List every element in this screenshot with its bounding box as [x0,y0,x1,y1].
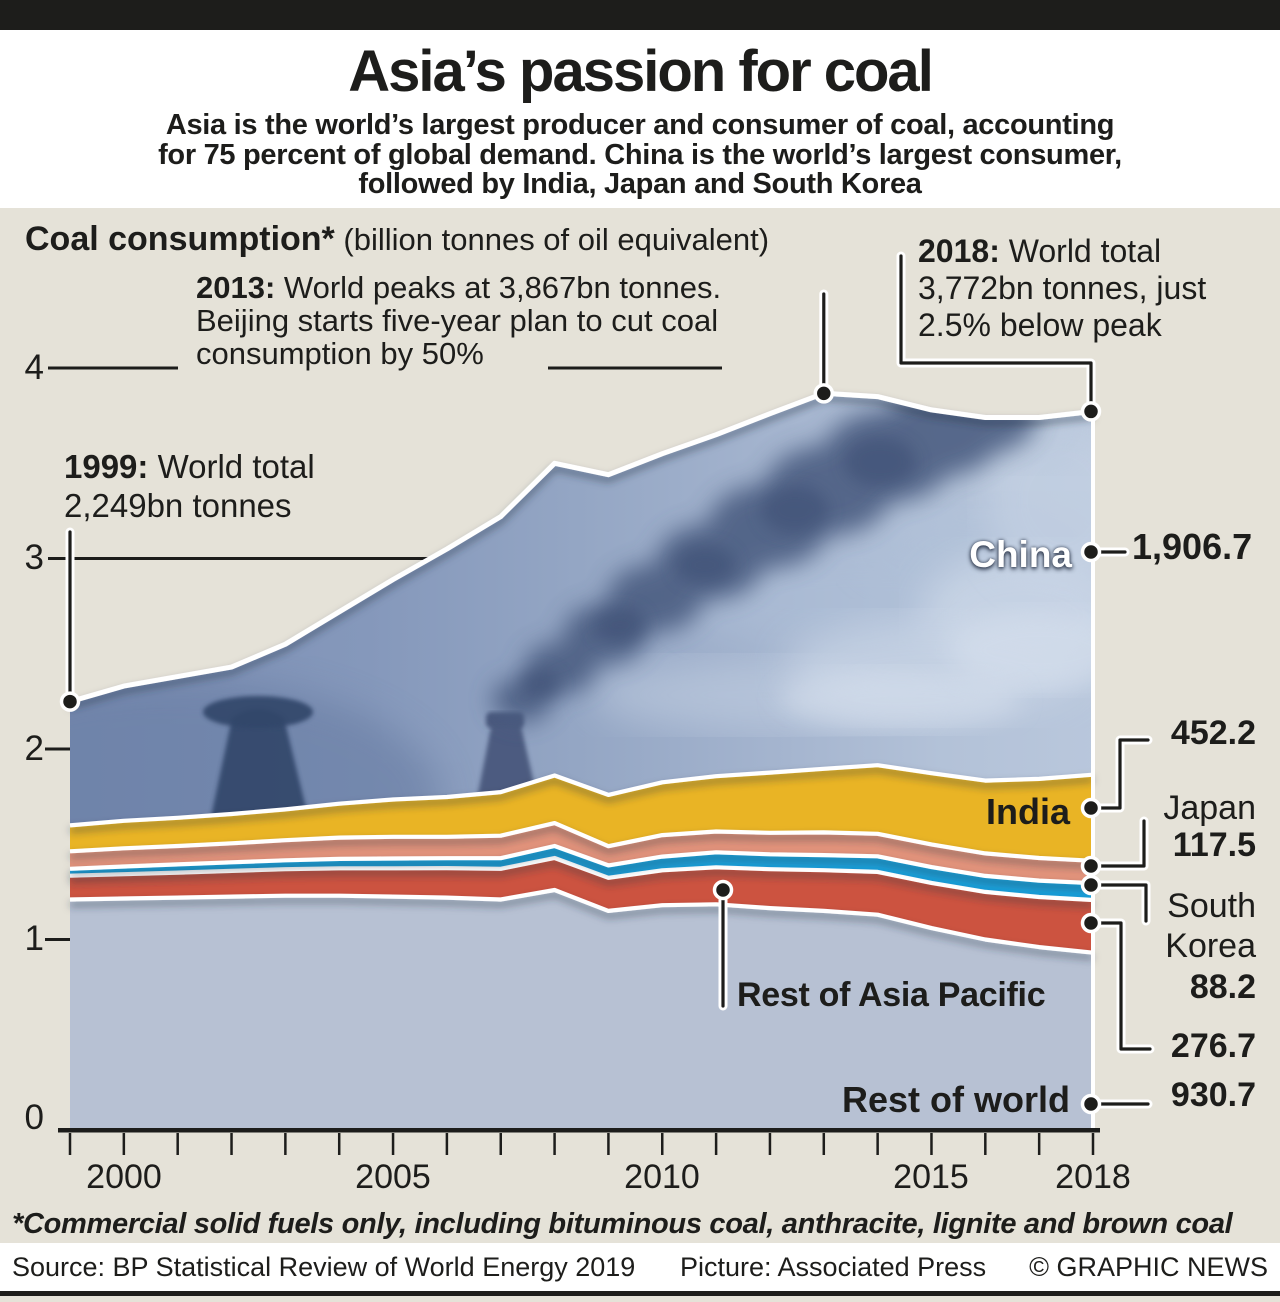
series-value-rest-world: 930.7 [1170,1076,1256,1114]
annotation-2013-line1: 2013: World peaks at 3,867bn tonnes. [196,271,856,304]
series-label-japan: Japan [1163,789,1256,827]
annotation-2018-text1: World total [999,233,1162,269]
y-axis-label-1: 1 [24,919,44,958]
annotation-2018-year: 2018: [918,233,1000,269]
title-block: Asia’s passion for coal Asia is the worl… [0,30,1280,208]
chart-heading: Coal consumption* (billion tonnes of oil… [25,220,769,259]
annotation-1999-total: 1999: World total 2,249bn tonnes [64,447,394,525]
x-axis-label-2018: 2018 [1055,1158,1131,1196]
chart-heading-units: (billion tonnes of oil equivalent) [334,222,770,257]
footnote: *Commercial solid fuels only, including … [12,1208,1233,1240]
annotation-1999-line1: 1999: World total [64,447,394,486]
annotation-connectors [59,251,1155,1115]
x-axis-label-2005: 2005 [355,1158,431,1196]
series-label-china: China [969,534,1072,575]
annotation-2018-line3: 2.5% below peak [918,307,1162,343]
series-value-india: 452.2 [1170,714,1256,752]
graphic-news-copyright: © GRAPHIC NEWS [1029,1252,1268,1282]
series-value-south-korea: 88.2 [1189,968,1256,1006]
x-axis-label-2010: 2010 [624,1158,700,1196]
annotation-2013-line3: consumption by 50% [196,336,484,371]
annotation-2013-text1: World peaks at 3,867bn tonnes. [275,270,722,305]
y-axis-label-2: 2 [24,729,44,768]
x-axis [58,1128,1100,1155]
annotation-2013-peak: 2013: World peaks at 3,867bn tonnes. Bei… [196,271,856,370]
picture-credit: Picture: Associated Press [680,1252,987,1282]
y-axis-label-0: 0 [24,1098,44,1137]
top-black-bar [0,0,1280,30]
series-value-japan: 117.5 [1172,826,1256,864]
annotation-2018-total: 2018: World total 3,772bn tonnes, just 2… [918,233,1248,344]
subtitle-line-3: followed by India, Japan and South Korea [358,168,922,200]
annotation-1999-year: 1999: [64,448,149,485]
annotation-2013-line2: Beijing starts five-year plan to cut coa… [196,303,719,338]
subtitle-line-2: for 75 percent of global demand. China i… [158,138,1122,171]
annotation-1999-text1: World total [148,448,315,485]
series-label-south-korea-line2: Korea [1165,927,1256,965]
band-outline-strokes [69,390,1095,1130]
source-credit: Source: BP Statistical Review of World E… [12,1252,636,1282]
annotation-2018-line1: 2018: World total [918,233,1248,270]
page-subtitle: Asia is the world’s largest producer and… [0,109,1280,200]
series-label-india: India [985,791,1070,832]
chart-heading-bold: Coal consumption* [25,220,335,258]
x-axis-label-2015: 2015 [893,1158,969,1196]
source-bar: Source: BP Statistical Review of World E… [0,1243,1280,1291]
annotation-1999-line2: 2,249bn tonnes [64,487,292,524]
x-axis-label-2000: 2000 [86,1158,162,1196]
annotation-2013-year: 2013: [196,270,276,305]
series-label-rest-world: Rest of world [841,1079,1070,1120]
stacked-area-bands [70,765,1093,1130]
subtitle-line-1: Asia is the world’s largest producer and… [165,109,1115,141]
page-title: Asia’s passion for coal [348,39,934,104]
y-axis-label-4: 4 [24,348,44,387]
bottom-black-bar [0,1291,1280,1296]
series-value-china: 1,906.7 [1132,526,1253,567]
y-axis-label-3: 3 [24,538,44,577]
series-value-rest-asia-pacific: 276.7 [1170,1027,1256,1065]
series-label-south-korea-line1: South [1167,887,1256,925]
series-label-rest-asia-pacific: Rest of Asia Pacific [737,976,1046,1014]
annotation-2018-line2: 3,772bn tonnes, just [918,270,1207,306]
